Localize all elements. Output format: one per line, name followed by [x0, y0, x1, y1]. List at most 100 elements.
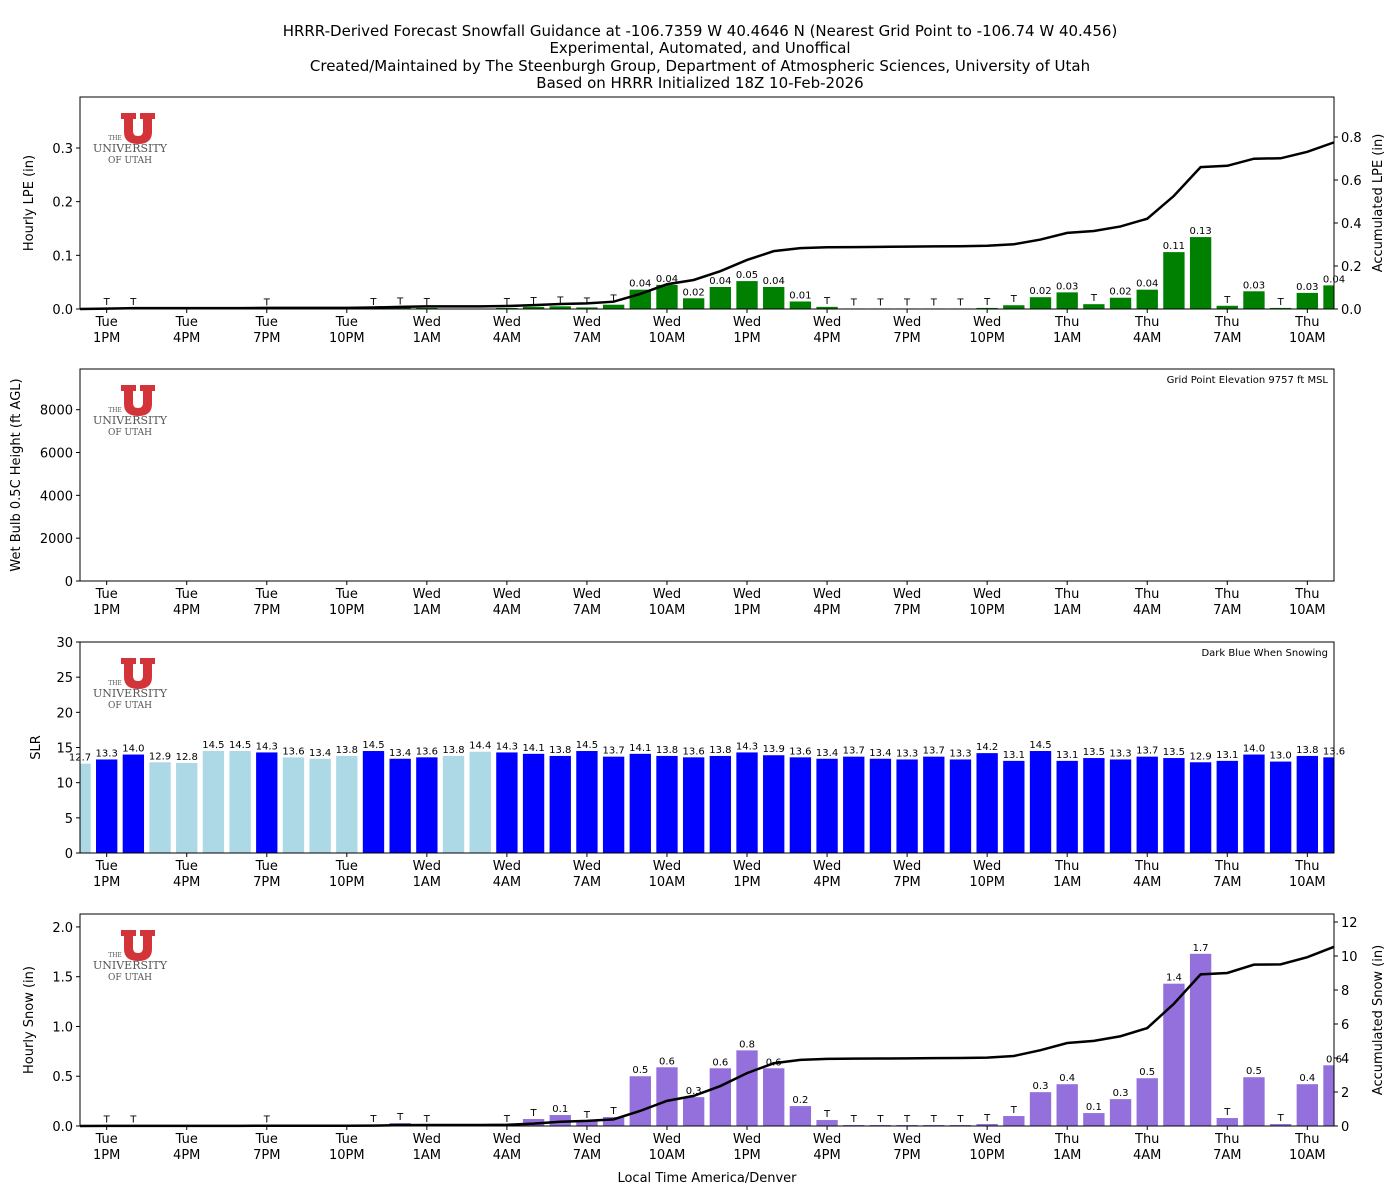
y-tick-label: 10: [56, 777, 73, 792]
value-label: 0.1: [552, 1104, 568, 1115]
y-tick-label: 0.5: [52, 1070, 73, 1085]
value-label: 14.1: [522, 743, 544, 754]
x-tick-label: Thu 1AM: [1052, 315, 1082, 346]
bar: [656, 1067, 678, 1126]
bar: [522, 753, 545, 853]
value-label: 0.5: [632, 1065, 648, 1076]
bar: [1163, 983, 1185, 1126]
x-tick-label: Thu 4AM: [1133, 587, 1162, 618]
x-tick-label: Wed 7PM: [892, 859, 922, 890]
bar: [389, 307, 411, 309]
y2-tick-label: 2: [1341, 1086, 1349, 1101]
logo-u: [121, 385, 155, 416]
y-axis-label: Hourly LPE (in): [22, 155, 37, 251]
y-tick-label: 1.5: [52, 971, 73, 986]
bar: [1003, 760, 1025, 853]
x-tick-label: Wed 1AM: [412, 859, 442, 890]
bar: [682, 1097, 705, 1126]
value-label: 13.9: [763, 744, 785, 755]
bar: [709, 286, 732, 309]
bar: [549, 306, 571, 309]
x-tick-label: Wed 4AM: [492, 1132, 522, 1163]
x-tick-label: Thu 10AM: [1288, 859, 1326, 890]
value-label: 14.5: [1029, 740, 1051, 751]
bar: [96, 759, 118, 853]
y2-axis-label: Accumulated Snow (in): [1371, 945, 1386, 1095]
bar: [416, 307, 438, 309]
y2-tick-label: 0.6: [1341, 174, 1362, 189]
x-tick-label: Wed 7AM: [572, 1132, 602, 1163]
bar: [923, 756, 945, 853]
x-tick-label: Wed 7PM: [892, 587, 922, 618]
value-label: 0.6: [659, 1056, 675, 1067]
value-label: 0.03: [1243, 280, 1265, 291]
bar: [1323, 757, 1334, 853]
bar: [1003, 1116, 1025, 1126]
y2-tick-label: 12: [1341, 916, 1358, 931]
logo-text: THE: [108, 952, 122, 959]
value-label: T: [1277, 1113, 1285, 1124]
x-tick-label: Tue 10PM: [328, 1132, 365, 1163]
bar: [149, 762, 171, 853]
bar: [682, 757, 705, 853]
bar: [976, 1124, 998, 1126]
value-label: 13.3: [96, 748, 118, 759]
value-label: 13.6: [416, 746, 438, 757]
value-label: T: [983, 1113, 991, 1124]
value-label: 0.02: [683, 287, 705, 298]
bar: [1029, 297, 1052, 309]
value-label: 13.3: [949, 748, 971, 759]
value-label: 13.8: [656, 745, 678, 756]
logo-text: UNIVERSITY: [93, 959, 168, 972]
bar: [1109, 1099, 1132, 1126]
bar: [1083, 1113, 1105, 1126]
value-label: 0.01: [789, 290, 811, 301]
value-label: 13.7: [843, 746, 865, 757]
value-label: 13.4: [309, 748, 331, 759]
value-label: 14.2: [976, 742, 998, 753]
x-tick-label: Wed 4PM: [812, 315, 842, 346]
value-label: T: [103, 1115, 111, 1126]
bar: [976, 753, 998, 853]
value-label: T: [956, 297, 964, 308]
x-tick-label: Thu 4AM: [1133, 859, 1162, 890]
bar: [602, 756, 625, 853]
x-tick-label: Tue 7PM: [253, 859, 281, 890]
bar: [709, 755, 732, 853]
bar: [229, 751, 251, 853]
x-tick-label: Wed 10PM: [969, 587, 1005, 618]
value-label: T: [503, 1114, 511, 1125]
bar: [843, 756, 865, 853]
x-tick-label: Wed 1AM: [412, 315, 442, 346]
bar: [602, 1117, 625, 1126]
value-label: 14.3: [736, 741, 758, 752]
value-label: 14.3: [496, 741, 518, 752]
x-tick-label: Wed 10PM: [969, 315, 1005, 346]
value-label: 13.8: [709, 745, 731, 756]
value-label: T: [1223, 295, 1231, 306]
value-label: 14.5: [576, 740, 598, 751]
value-label: 1.7: [1193, 943, 1209, 954]
x-tick-label: Thu 7AM: [1213, 859, 1242, 890]
bar: [1269, 307, 1292, 309]
bar: [1243, 1077, 1265, 1126]
value-label: T: [1090, 293, 1098, 304]
value-label: 0.05: [736, 270, 758, 281]
bar: [1109, 759, 1132, 853]
bar: [763, 1068, 785, 1126]
y-tick-label: 5: [65, 812, 73, 827]
x-tick-label: Tue 4PM: [173, 859, 201, 890]
x-tick-label: Wed 1PM: [732, 1132, 762, 1163]
bar: [576, 1121, 598, 1126]
value-label: 13.7: [1136, 746, 1158, 757]
x-tick-label: Wed 1AM: [412, 587, 442, 618]
x-tick-label: Tue 7PM: [253, 1132, 281, 1163]
x-tick-label: Wed 10AM: [648, 1132, 686, 1163]
x-tick-label: Wed 10AM: [648, 315, 686, 346]
y-tick-label: 6000: [40, 447, 73, 462]
value-label: T: [129, 297, 137, 308]
logo-u: [121, 658, 155, 689]
